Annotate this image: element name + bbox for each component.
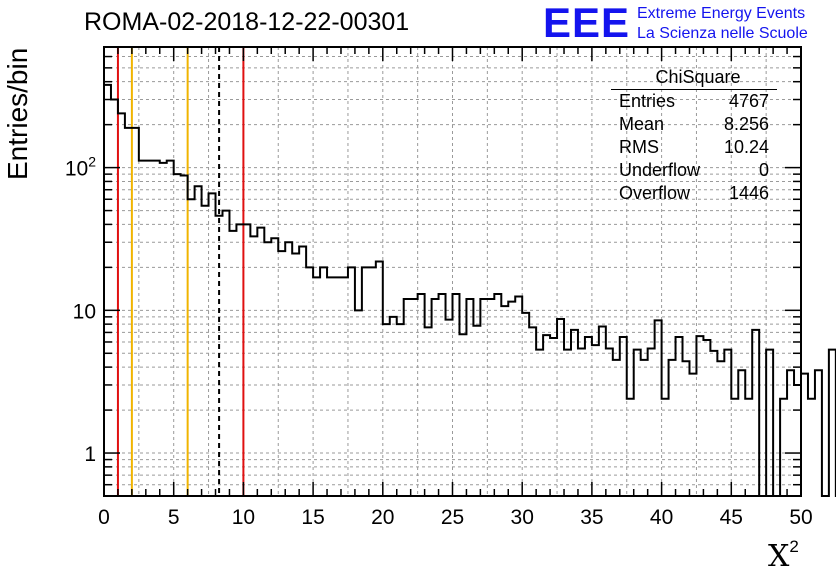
stats-label: Overflow bbox=[619, 183, 691, 203]
eee-logo-mark: EEE bbox=[543, 0, 631, 46]
stats-title: ChiSquare bbox=[655, 67, 741, 87]
stats-row-overflow: Overflow 1446 bbox=[611, 182, 777, 205]
stats-row-rms: RMS 10.24 bbox=[611, 136, 777, 159]
stats-label: Mean bbox=[619, 114, 665, 134]
x-tick-label: 25 bbox=[441, 506, 464, 529]
stats-label: RMS bbox=[619, 137, 659, 157]
histogram-series bbox=[104, 83, 836, 497]
stats-row-underflow: Underflow 0 bbox=[611, 159, 777, 182]
x-tick-label: 5 bbox=[168, 506, 180, 529]
stats-box: ChiSquare Entries 4767 Mean 8.256 RMS 10.24… bbox=[611, 66, 777, 205]
x-tick-label: 30 bbox=[511, 506, 534, 529]
stats-value: 10.24 bbox=[723, 137, 769, 157]
stats-row-mean: Mean 8.256 bbox=[611, 113, 777, 136]
run-title: ROMA-02-2018-12-22-00301 bbox=[84, 8, 410, 36]
x-tick-label: 10 bbox=[232, 506, 255, 529]
y-tick-label-sup: 2 bbox=[88, 154, 96, 170]
x-tick-label: 20 bbox=[371, 506, 394, 529]
y-tick-label: 10 bbox=[73, 300, 96, 323]
logo-line-2: La Scienza nelle Scuole bbox=[637, 25, 808, 42]
stats-label: Entries bbox=[619, 91, 676, 111]
stats-value: 8.256 bbox=[723, 114, 769, 134]
y-tick-label-base: 10 bbox=[65, 158, 88, 181]
y-axis-label: Entries/bin bbox=[2, 47, 33, 180]
y-tick-label: 1 bbox=[84, 443, 96, 466]
stats-divider bbox=[611, 89, 777, 90]
x-tick-label: 15 bbox=[301, 506, 324, 529]
x-axis-label: X2 bbox=[768, 537, 799, 574]
x-tick-label: 35 bbox=[580, 506, 603, 529]
stats-label: Underflow bbox=[619, 160, 701, 180]
x-axis-label-text: X bbox=[768, 539, 790, 574]
stats-row-entries: Entries 4767 bbox=[611, 90, 777, 113]
stats-value: 1446 bbox=[728, 183, 769, 203]
logo-line-1: Extreme Energy Events bbox=[637, 5, 806, 22]
x-tick-label: 50 bbox=[789, 506, 812, 529]
x-tick-label: 0 bbox=[98, 506, 110, 529]
y-tick-label: 102 bbox=[65, 154, 96, 181]
x-tick-label: 45 bbox=[720, 506, 743, 529]
x-axis-label-sup: 2 bbox=[789, 537, 799, 556]
stats-value: 4767 bbox=[728, 91, 769, 111]
eee-logo-text: Extreme Energy Events La Scienza nelle S… bbox=[637, 4, 808, 44]
x-tick-label: 40 bbox=[650, 506, 673, 529]
stats-value: 0 bbox=[758, 160, 769, 180]
